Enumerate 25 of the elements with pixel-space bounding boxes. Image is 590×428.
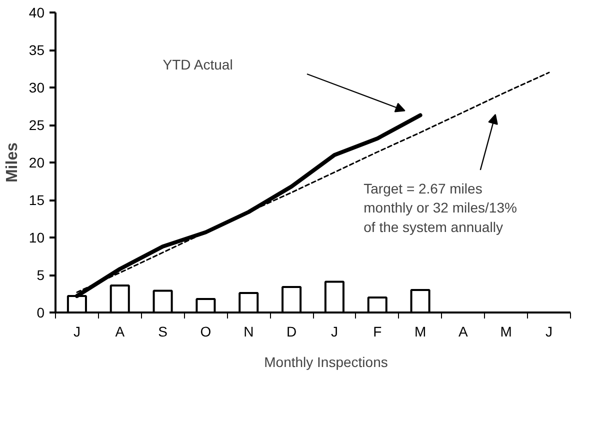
y-tick-label: 40 <box>28 4 45 20</box>
x-tick-label: D <box>286 324 297 340</box>
annotation: YTD Actual <box>162 56 233 72</box>
x-tick-label: O <box>200 324 212 340</box>
y-tick-label: 20 <box>28 154 45 170</box>
x-tick-label: J <box>73 324 80 340</box>
y-tick-label: 35 <box>28 42 45 58</box>
y-tick-label: 15 <box>28 192 45 208</box>
x-tick-label: J <box>330 324 338 340</box>
y-tick-label: 5 <box>36 267 45 283</box>
x-tick-label: F <box>373 324 382 340</box>
x-tick-label: A <box>458 324 469 340</box>
x-tick-label: S <box>158 324 168 340</box>
y-axis-title: Miles <box>4 142 21 183</box>
x-tick-label: M <box>414 324 426 340</box>
x-tick-label: A <box>115 324 126 340</box>
annotation: Target = 2.67 miles monthly or 32 miles/13% of the system annually <box>364 180 517 235</box>
x-tick-label: J <box>546 324 553 340</box>
y-tick-label: 0 <box>36 304 45 320</box>
y-tick-label: 10 <box>28 230 45 246</box>
x-tick-label: M <box>500 324 512 340</box>
x-tick-label: N <box>244 324 254 340</box>
text: Monthly Inspections <box>264 354 388 370</box>
y-tick-label: 25 <box>28 117 45 133</box>
y-tick-label: 30 <box>28 80 45 96</box>
